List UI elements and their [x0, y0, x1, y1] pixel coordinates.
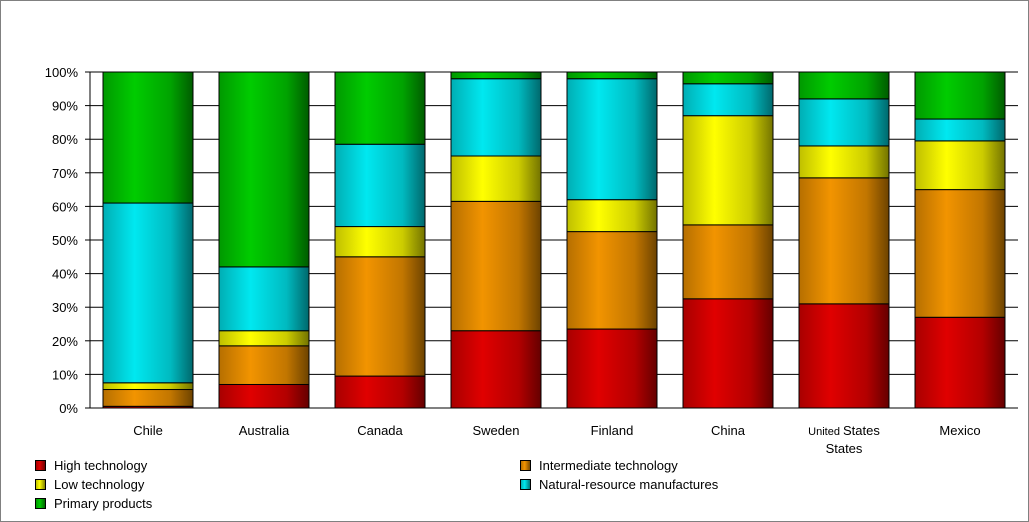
bar-segment	[798, 303, 890, 409]
x-tick-label: Sweden	[473, 423, 520, 438]
bars	[102, 71, 1006, 409]
axes	[89, 72, 1018, 409]
bar-segment	[914, 189, 1006, 318]
y-tick-label: 70%	[52, 166, 78, 181]
bar-segment	[450, 200, 542, 332]
y-tick-label: 60%	[52, 199, 78, 214]
bar-segment	[218, 345, 310, 385]
x-tick-label: Finland	[591, 423, 634, 438]
bar-segment	[682, 71, 774, 85]
y-tick-label: 20%	[52, 334, 78, 349]
y-tick-label: 100%	[45, 65, 79, 80]
x-tick-label: Australia	[239, 423, 290, 438]
y-tick-label: 30%	[52, 300, 78, 315]
bar-segment	[566, 328, 658, 409]
bar-segment	[218, 266, 310, 332]
bar-segment	[566, 78, 658, 201]
bar-segment	[798, 98, 890, 147]
x-axis-labels: Chile Australia Canada Sweden Finland China Un…	[133, 423, 980, 456]
bar-segment	[450, 155, 542, 202]
x-tick-label: United States	[808, 423, 880, 438]
bar-segment	[334, 375, 426, 409]
y-tick-label: 80%	[52, 132, 78, 147]
bar-segment	[798, 145, 890, 179]
bar-segment	[218, 330, 310, 347]
bar-segment	[682, 83, 774, 117]
bar-segment	[450, 71, 542, 80]
bar-segment	[334, 226, 426, 258]
bar-segment	[450, 330, 542, 409]
bar-segment	[798, 177, 890, 305]
y-axis-ticks: 0% 10% 20% 30% 40% 50% 60% 70% 80% 90% 100%	[45, 65, 90, 416]
x-tick-label: Mexico	[939, 423, 980, 438]
bar-segment	[102, 382, 194, 391]
bar-segment	[334, 256, 426, 377]
bar-segment	[218, 71, 310, 268]
y-tick-label: 0%	[59, 401, 78, 416]
bar-segment	[566, 71, 658, 80]
bar-segment	[914, 140, 1006, 191]
bar-segment	[566, 199, 658, 233]
bar-segment	[682, 298, 774, 409]
x-tick-label: China	[711, 423, 746, 438]
x-tick-label: Canada	[357, 423, 403, 438]
bar-segment	[682, 224, 774, 300]
bar-segment	[218, 383, 310, 409]
bar-segment	[450, 78, 542, 157]
y-tick-label: 40%	[52, 267, 78, 282]
y-tick-label: 10%	[52, 367, 78, 382]
x-tick-label: States	[826, 441, 863, 456]
bar-segment	[914, 71, 1006, 120]
bar-segment	[334, 71, 426, 145]
bar-segment	[334, 143, 426, 228]
bar-segment	[914, 316, 1006, 409]
bar-segment	[682, 115, 774, 226]
y-tick-label: 90%	[52, 99, 78, 114]
bar-segment	[798, 71, 890, 100]
bar-segment	[914, 118, 1006, 142]
bar-segment	[102, 202, 194, 384]
y-tick-label: 50%	[52, 233, 78, 248]
x-tick-label: Chile	[133, 423, 163, 438]
bar-segment	[102, 389, 194, 407]
bar-segment	[566, 231, 658, 330]
bar-segment	[102, 71, 194, 204]
